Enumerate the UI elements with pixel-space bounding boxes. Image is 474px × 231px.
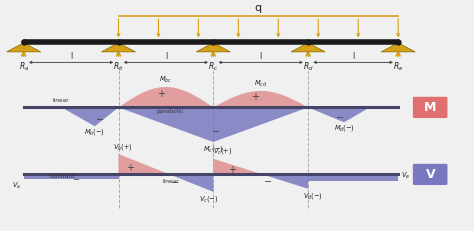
Text: constant: constant (50, 174, 75, 179)
Polygon shape (118, 87, 213, 107)
Polygon shape (118, 154, 170, 174)
Text: $R_e$: $R_e$ (393, 60, 403, 73)
Text: $M_{cd}$: $M_{cd}$ (254, 79, 267, 89)
Text: $-$: $-$ (72, 173, 80, 182)
Text: $-$: $-$ (170, 176, 179, 186)
Text: $-$: $-$ (335, 111, 344, 121)
Text: $V_b(+)$: $V_b(+)$ (113, 142, 133, 152)
Text: l: l (260, 52, 262, 61)
Text: $+$: $+$ (251, 91, 261, 102)
Text: linear: linear (52, 98, 69, 103)
Polygon shape (24, 174, 119, 179)
Polygon shape (196, 43, 230, 52)
Text: $V_c(+)$: $V_c(+)$ (213, 146, 232, 156)
Text: q: q (255, 3, 262, 13)
Text: $V_a$: $V_a$ (12, 180, 21, 191)
Text: $R_c$: $R_c$ (208, 60, 219, 73)
Text: $V_e$: $V_e$ (401, 171, 410, 182)
Text: parabolic: parabolic (156, 109, 183, 114)
Text: $M_b(-)$: $M_b(-)$ (84, 127, 105, 137)
Text: $+$: $+$ (126, 162, 135, 173)
Text: $+$: $+$ (228, 164, 237, 175)
Text: l: l (165, 52, 167, 61)
FancyBboxPatch shape (413, 97, 447, 118)
Polygon shape (381, 43, 415, 52)
FancyBboxPatch shape (413, 164, 447, 185)
Text: $-$: $-$ (263, 175, 272, 185)
Text: $M_c(-)$: $M_c(-)$ (203, 143, 224, 154)
Text: $R_b$: $R_b$ (113, 60, 124, 73)
Polygon shape (62, 107, 118, 126)
Polygon shape (7, 43, 41, 52)
Polygon shape (291, 43, 325, 52)
Polygon shape (308, 107, 370, 122)
Polygon shape (170, 174, 213, 192)
Text: $R_d$: $R_d$ (303, 60, 313, 73)
Text: V: V (426, 168, 435, 181)
Text: $M_{bc}$: $M_{bc}$ (159, 75, 173, 85)
Polygon shape (101, 43, 136, 52)
Polygon shape (263, 174, 308, 189)
Text: $-$: $-$ (95, 113, 104, 123)
Text: M: M (424, 101, 437, 114)
Polygon shape (308, 174, 398, 181)
Text: l: l (352, 52, 354, 61)
Text: $V_c(-)$: $V_c(-)$ (199, 194, 218, 204)
Text: $M_d(-)$: $M_d(-)$ (334, 123, 355, 133)
Text: $+$: $+$ (156, 88, 166, 99)
Polygon shape (213, 91, 308, 107)
Text: $-$: $-$ (211, 125, 220, 135)
Polygon shape (118, 107, 308, 142)
Text: $V_d(-)$: $V_d(-)$ (303, 191, 323, 201)
Text: linear: linear (162, 179, 179, 185)
Text: l: l (70, 52, 72, 61)
Polygon shape (213, 159, 263, 174)
Text: $R_a$: $R_a$ (18, 60, 29, 73)
